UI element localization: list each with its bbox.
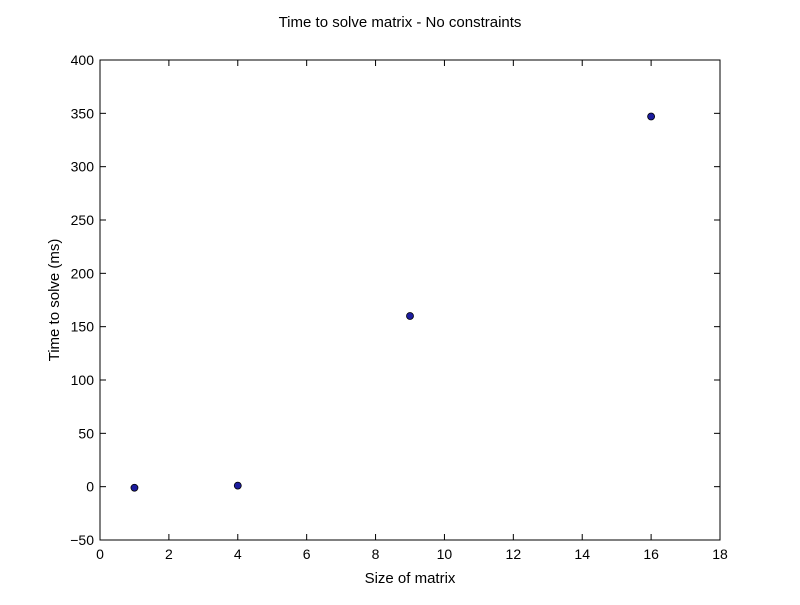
data-point	[233, 481, 242, 490]
chart-title: Time to solve matrix - No constraints	[279, 14, 522, 31]
x-tick-label: 0	[96, 546, 104, 562]
x-tick-label: 18	[712, 546, 728, 562]
plot-area: 0 2 4 6 8 10 12 14 16 18−500501001502002503003504…	[70, 52, 728, 562]
x-tick-label: 6	[303, 546, 311, 562]
y-tick-label: 200	[71, 265, 95, 281]
y-tick-label: 150	[71, 319, 95, 335]
points-layer	[130, 112, 656, 492]
y-tick-label: 400	[71, 52, 95, 68]
axes-frame	[99, 59, 721, 541]
ticks-layer: 0 2 4 6 8 10 12 14 16 18−500501001502002503003504…	[70, 52, 728, 562]
data-point	[647, 112, 656, 121]
x-axis-label: Size of matrix	[365, 570, 456, 587]
y-tick-label: 350	[71, 105, 95, 121]
data-point	[406, 312, 414, 320]
data-point	[130, 483, 139, 492]
x-tick-label: 2	[165, 546, 173, 562]
x-tick-label: 16	[643, 546, 659, 562]
y-tick-label: 50	[78, 425, 94, 441]
x-tick-label: 4	[234, 546, 242, 562]
y-tick-label: 0	[86, 479, 94, 495]
x-tick-label: 10	[437, 546, 453, 562]
x-tick-label: 8	[372, 546, 380, 562]
x-tick-label: 14	[574, 546, 590, 562]
y-axis-label: Time to solve (ms)	[46, 239, 63, 362]
y-tick-label: −50	[70, 532, 94, 548]
y-tick-label: 100	[71, 372, 95, 388]
y-tick-label: 300	[71, 159, 95, 175]
y-tick-label: 250	[71, 212, 95, 228]
x-tick-label: 12	[506, 546, 522, 562]
